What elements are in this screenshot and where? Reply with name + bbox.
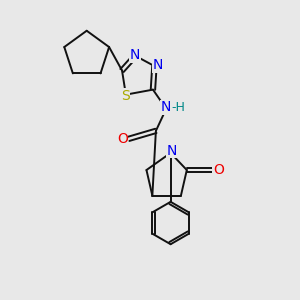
Text: N: N xyxy=(130,48,140,62)
Text: O: O xyxy=(213,163,224,177)
Text: N: N xyxy=(161,100,171,114)
Text: -H: -H xyxy=(172,101,185,114)
Text: S: S xyxy=(121,89,130,103)
Text: N: N xyxy=(153,58,163,73)
Text: N: N xyxy=(167,144,177,158)
Text: O: O xyxy=(117,132,128,146)
